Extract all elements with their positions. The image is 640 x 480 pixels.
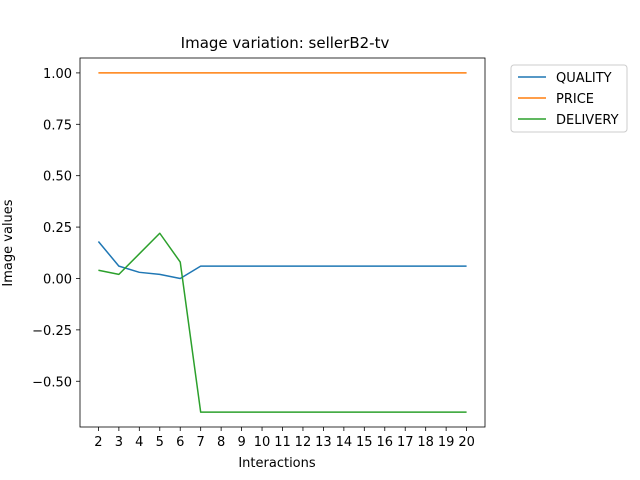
legend-label: QUALITY [556, 71, 612, 86]
legend-label: PRICE [556, 92, 594, 107]
x-tick-label: 12 [295, 435, 312, 450]
x-tick-label: 4 [135, 435, 143, 450]
x-axis: 2 3 4 5 6 7 8 9 10 11 12 13 14 15 16 17 18 19 20 [94, 427, 475, 450]
x-tick-label: 5 [156, 435, 164, 450]
x-tick-label: 16 [376, 435, 393, 450]
x-axis-label: Interactions [238, 456, 316, 471]
x-tick-label: 8 [217, 435, 225, 450]
series-line-delivery [98, 232, 467, 413]
legend: QUALITY PRICE DELIVERY [510, 64, 628, 133]
chart-title: Image variation: sellerB2-tv [181, 34, 390, 52]
x-tick-label: 11 [274, 435, 291, 450]
y-tick-label: 0.25 [43, 221, 72, 236]
y-tick-label: 1.00 [43, 67, 72, 82]
x-tick-label: 14 [336, 435, 353, 450]
y-tick-label: −0.50 [32, 375, 72, 390]
legend-box [510, 64, 628, 133]
x-tick-label: 15 [356, 435, 373, 450]
y-tick-label: 0.50 [43, 170, 72, 185]
y-tick-label: −0.25 [32, 324, 72, 339]
x-tick-label: 3 [115, 435, 123, 450]
x-tick-label: 20 [458, 435, 475, 450]
x-tick-label: 13 [315, 435, 332, 450]
x-tick-label: 17 [397, 435, 414, 450]
plot-frame [79, 57, 486, 428]
y-axis: −0.50 −0.25 0.00 0.25 0.50 0.75 1.00 [32, 67, 80, 390]
x-tick-label: 9 [237, 435, 245, 450]
x-tick-label: 18 [417, 435, 434, 450]
x-tick-label: 19 [438, 435, 455, 450]
x-tick-label: 10 [254, 435, 271, 450]
y-tick-label: 0.75 [43, 118, 72, 133]
series-line-quality [97, 240, 467, 280]
y-tick-label: 0.00 [43, 272, 72, 287]
x-tick-label: 7 [197, 435, 205, 450]
x-tick-label: 6 [176, 435, 184, 450]
plot-area [79, 57, 486, 428]
y-axis-label: Image values [1, 199, 16, 286]
x-tick-label: 2 [94, 435, 102, 450]
legend-label: DELIVERY [556, 113, 619, 128]
